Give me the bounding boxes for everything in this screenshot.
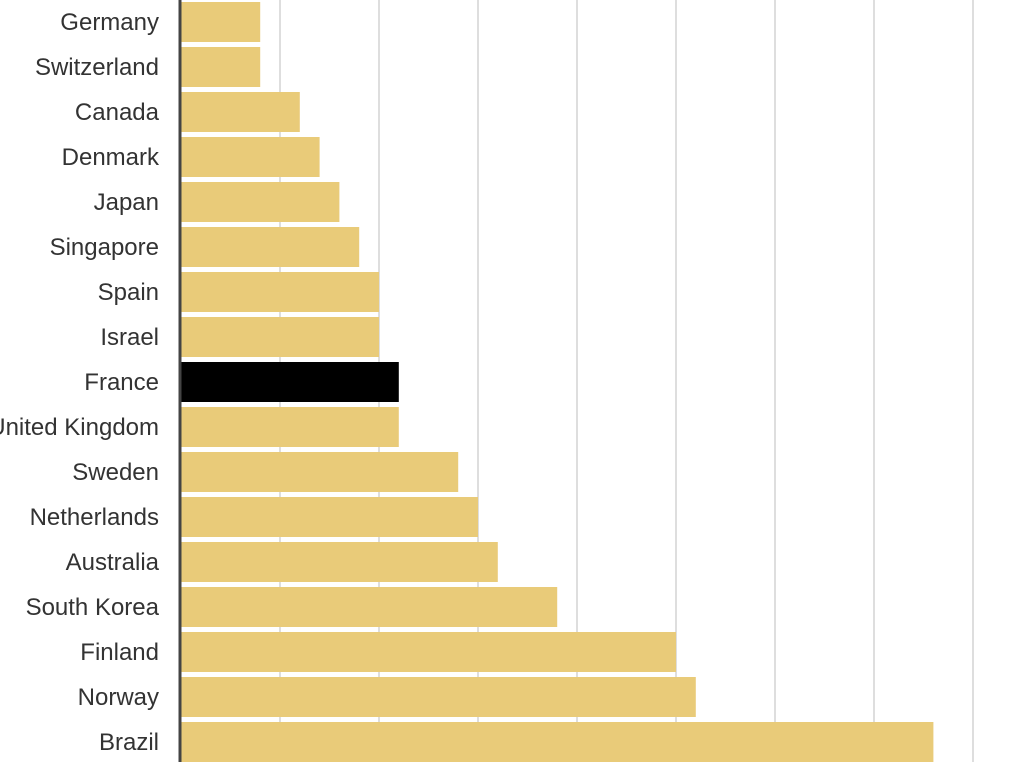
category-label-finland: Finland bbox=[80, 639, 159, 666]
category-label-brazil: Brazil bbox=[99, 729, 159, 756]
gridlines bbox=[279, 0, 974, 762]
category-label-germany: Germany bbox=[60, 9, 159, 36]
category-label-spain: Spain bbox=[98, 279, 159, 306]
category-label-denmark: Denmark bbox=[62, 144, 160, 171]
category-label-south-korea: South Korea bbox=[26, 594, 160, 621]
bar-finland bbox=[181, 632, 676, 672]
bar-australia bbox=[181, 542, 498, 582]
category-label-singapore: Singapore bbox=[50, 234, 159, 261]
bar-france bbox=[181, 362, 399, 402]
category-label-norway: Norway bbox=[78, 684, 159, 711]
category-label-united-kingdom: United Kingdom bbox=[0, 414, 159, 441]
bar-brazil bbox=[181, 722, 934, 762]
bar-netherlands bbox=[181, 497, 478, 537]
bar-united-kingdom bbox=[181, 407, 399, 447]
category-label-sweden: Sweden bbox=[72, 459, 159, 486]
bar-canada bbox=[181, 92, 300, 132]
bar-south-korea bbox=[181, 587, 558, 627]
bar-switzerland bbox=[181, 47, 261, 87]
bar-germany bbox=[181, 2, 261, 42]
category-label-switzerland: Switzerland bbox=[35, 54, 159, 81]
category-label-australia: Australia bbox=[66, 549, 160, 576]
category-label-france: France bbox=[84, 369, 159, 396]
category-labels: Germany Switzerland Canada Denmark Japan Sing… bbox=[0, 9, 160, 756]
category-label-israel: Israel bbox=[100, 324, 159, 351]
category-label-japan: Japan bbox=[94, 189, 159, 216]
bars bbox=[181, 2, 934, 762]
bar-israel bbox=[181, 317, 379, 357]
category-label-canada: Canada bbox=[75, 99, 160, 126]
bar-norway bbox=[181, 677, 696, 717]
category-label-netherlands: Netherlands bbox=[30, 504, 159, 531]
bar-spain bbox=[181, 272, 379, 312]
bar-singapore bbox=[181, 227, 360, 267]
bar-denmark bbox=[181, 137, 320, 177]
bar-japan bbox=[181, 182, 340, 222]
bar-sweden bbox=[181, 452, 459, 492]
